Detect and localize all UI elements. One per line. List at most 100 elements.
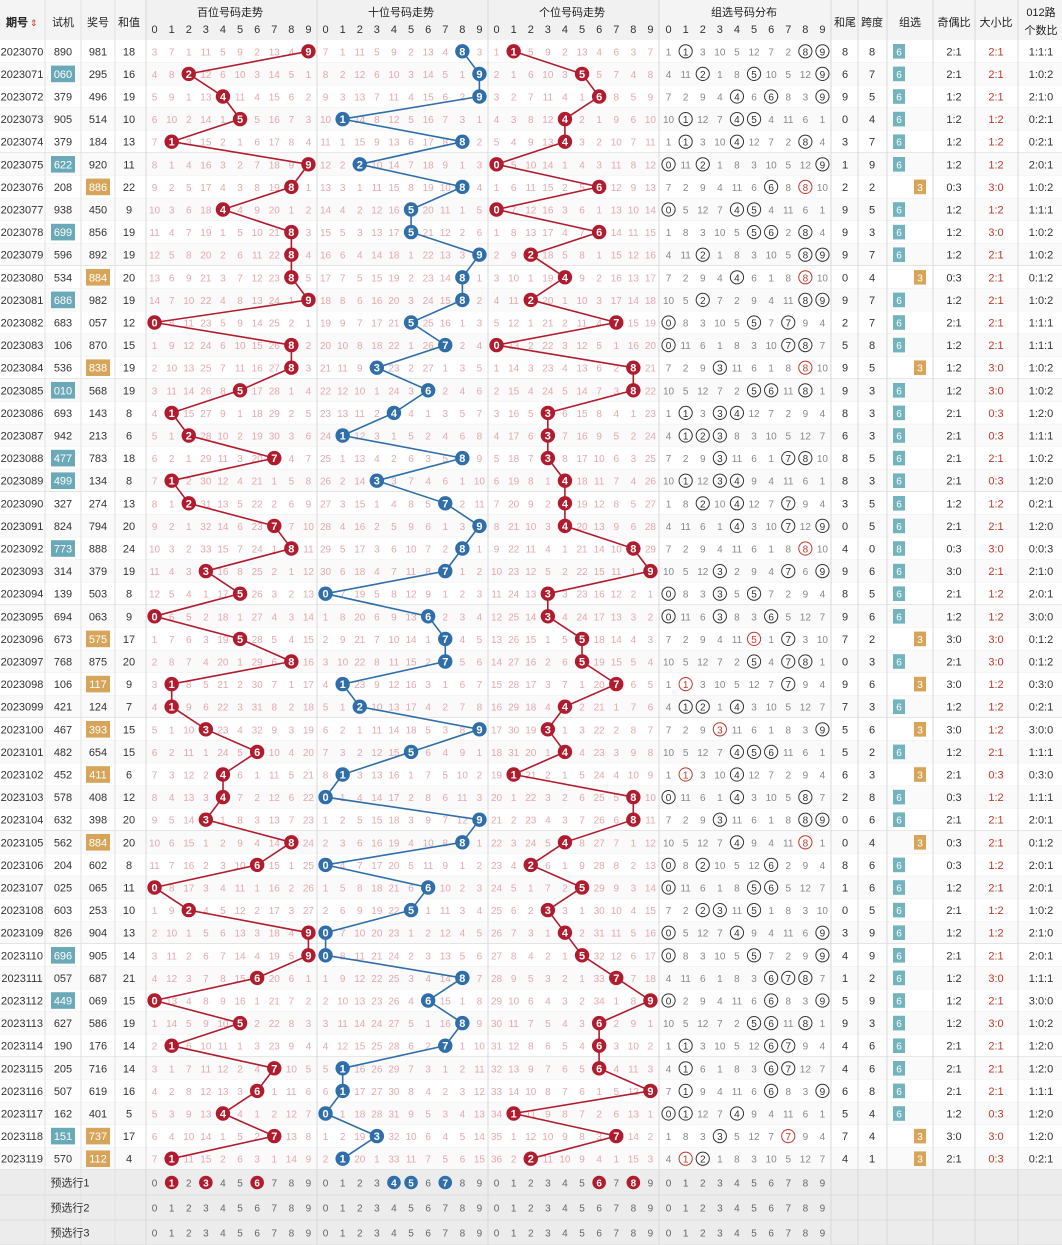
preselect-digit-option[interactable]: 0 [323, 1204, 329, 1215]
preselect-digit-option[interactable]: 2 [528, 1204, 534, 1215]
preselect-group-option[interactable]: 6 [768, 1204, 774, 1215]
preselect-digit-option[interactable]: 5 [408, 1204, 414, 1215]
preselect-digit-option[interactable]: 2 [186, 1179, 192, 1190]
preselect-digit-option[interactable]: 0 [152, 1229, 158, 1240]
preselect-group-option[interactable]: 2 [700, 1204, 706, 1215]
preselect-digit-option[interactable]: 0 [494, 1179, 500, 1190]
preselect-digit-option[interactable]: 2 [186, 1229, 192, 1240]
preselect-group-option[interactable]: 4 [734, 1179, 740, 1190]
preselect-group-option[interactable]: 1 [683, 1204, 689, 1215]
preselect-group-option[interactable]: 9 [820, 1229, 826, 1240]
preselect-digit-option[interactable]: 8 [460, 1229, 466, 1240]
preselect-digit-option[interactable]: 6 [596, 1229, 602, 1240]
preselect-group-option[interactable]: 2 [700, 1179, 706, 1190]
preselect-digit-option[interactable]: 7 [613, 1179, 619, 1190]
sort-icon[interactable]: ⇕ [30, 18, 38, 28]
preselect-digit-option[interactable]: 9 [306, 1204, 312, 1215]
preselect-digit-option[interactable]: 5 [237, 1229, 243, 1240]
preselect-digit-option[interactable]: 9 [306, 1179, 312, 1190]
preselect-digit-option[interactable]: 9 [477, 1179, 483, 1190]
preselect-group-option[interactable]: 9 [820, 1179, 826, 1190]
preselect-digit-option[interactable]: 6 [425, 1204, 431, 1215]
preselect-digit-option[interactable]: 1 [511, 1229, 517, 1240]
preselect-digit-option[interactable]: 2 [528, 1229, 534, 1240]
preselect-digit-option[interactable]: 7 [271, 1229, 277, 1240]
preselect-digit-option[interactable]: 9 [648, 1204, 654, 1215]
preselect-digit-option[interactable]: 8 [289, 1179, 295, 1190]
preselect-group-option[interactable]: 7 [785, 1229, 791, 1240]
preselect-digit-option[interactable]: 9 [648, 1179, 654, 1190]
preselect-digit-option[interactable]: 2 [528, 1179, 534, 1190]
preselect-digit-option[interactable]: 7 [271, 1179, 277, 1190]
preselect-digit-option[interactable]: 6 [254, 1229, 260, 1240]
preselect-group-option[interactable]: 1 [683, 1179, 689, 1190]
preselect-group-option[interactable]: 9 [820, 1204, 826, 1215]
preselect-digit-option[interactable]: 1 [169, 1229, 175, 1240]
preselect-digit-option[interactable]: 3 [545, 1179, 551, 1190]
preselect-digit-option[interactable]: 3 [374, 1179, 380, 1190]
preselect-digit-option[interactable]: 7 [613, 1229, 619, 1240]
preselect-group-option[interactable]: 4 [734, 1229, 740, 1240]
preselect-digit-option[interactable]: 9 [306, 1229, 312, 1240]
preselect-digit-option[interactable]: 4 [562, 1179, 568, 1190]
preselect-group-option[interactable]: 1 [683, 1229, 689, 1240]
preselect-digit-option[interactable]: 7 [613, 1204, 619, 1215]
preselect-digit-option[interactable]: 0 [152, 1204, 158, 1215]
preselect-digit-option[interactable]: 3 [203, 1204, 209, 1215]
preselect-digit-option[interactable]: 1 [511, 1204, 517, 1215]
preselect-digit-option[interactable]: 2 [357, 1229, 363, 1240]
preselect-digit-option[interactable]: 7 [442, 1204, 448, 1215]
preselect-digit-option[interactable]: 0 [152, 1179, 158, 1190]
preselect-group-option[interactable]: 0 [666, 1204, 672, 1215]
preselect-digit-option[interactable]: 1 [511, 1179, 517, 1190]
preselect-digit-option[interactable]: 0 [494, 1204, 500, 1215]
preselect-digit-option[interactable]: 1 [340, 1204, 346, 1215]
preselect-digit-option[interactable]: 8 [289, 1204, 295, 1215]
preselect-digit-option[interactable]: 3 [545, 1204, 551, 1215]
preselect-digit-option[interactable]: 5 [579, 1179, 585, 1190]
preselect-digit-option[interactable]: 1 [340, 1229, 346, 1240]
preselect-digit-option[interactable]: 5 [408, 1229, 414, 1240]
preselect-digit-option[interactable]: 5 [579, 1229, 585, 1240]
preselect-digit-option[interactable]: 6 [425, 1179, 431, 1190]
preselect-digit-option[interactable]: 5 [237, 1179, 243, 1190]
header-issue[interactable]: 期号 [6, 15, 28, 29]
preselect-digit-option[interactable]: 0 [323, 1229, 329, 1240]
preselect-digit-option[interactable]: 5 [579, 1204, 585, 1215]
preselect-digit-option[interactable]: 1 [340, 1179, 346, 1190]
preselect-group-option[interactable]: 4 [734, 1204, 740, 1215]
preselect-digit-option[interactable]: 1 [169, 1204, 175, 1215]
preselect-digit-option[interactable]: 2 [357, 1179, 363, 1190]
preselect-digit-option[interactable]: 4 [391, 1229, 397, 1240]
preselect-group-option[interactable]: 7 [785, 1204, 791, 1215]
preselect-group-option[interactable]: 3 [717, 1179, 723, 1190]
preselect-digit-option[interactable]: 8 [460, 1204, 466, 1215]
preselect-digit-option[interactable]: 9 [477, 1229, 483, 1240]
preselect-digit-option[interactable]: 4 [220, 1204, 226, 1215]
preselect-digit-option[interactable]: 3 [374, 1229, 380, 1240]
preselect-digit-option[interactable]: 4 [220, 1229, 226, 1240]
preselect-digit-option[interactable]: 0 [323, 1179, 329, 1190]
preselect-group-option[interactable]: 7 [785, 1179, 791, 1190]
preselect-digit-option[interactable]: 4 [562, 1229, 568, 1240]
preselect-group-option[interactable]: 8 [803, 1204, 809, 1215]
preselect-digit-option[interactable]: 8 [289, 1229, 295, 1240]
preselect-digit-option[interactable]: 7 [442, 1229, 448, 1240]
preselect-group-option[interactable]: 0 [666, 1229, 672, 1240]
preselect-group-option[interactable]: 8 [803, 1229, 809, 1240]
preselect-digit-option[interactable]: 9 [477, 1204, 483, 1215]
preselect-digit-option[interactable]: 6 [425, 1229, 431, 1240]
preselect-digit-option[interactable]: 4 [220, 1179, 226, 1190]
preselect-digit-option[interactable]: 7 [271, 1204, 277, 1215]
preselect-group-option[interactable]: 5 [751, 1229, 757, 1240]
preselect-digit-option[interactable]: 5 [237, 1204, 243, 1215]
preselect-group-option[interactable]: 3 [717, 1229, 723, 1240]
preselect-group-option[interactable]: 3 [717, 1204, 723, 1215]
preselect-group-option[interactable]: 6 [768, 1229, 774, 1240]
preselect-digit-option[interactable]: 4 [391, 1204, 397, 1215]
preselect-digit-option[interactable]: 6 [254, 1204, 260, 1215]
preselect-group-option[interactable]: 6 [768, 1179, 774, 1190]
preselect-digit-option[interactable]: 8 [460, 1179, 466, 1190]
preselect-group-option[interactable]: 5 [751, 1179, 757, 1190]
preselect-digit-option[interactable]: 3 [203, 1229, 209, 1240]
